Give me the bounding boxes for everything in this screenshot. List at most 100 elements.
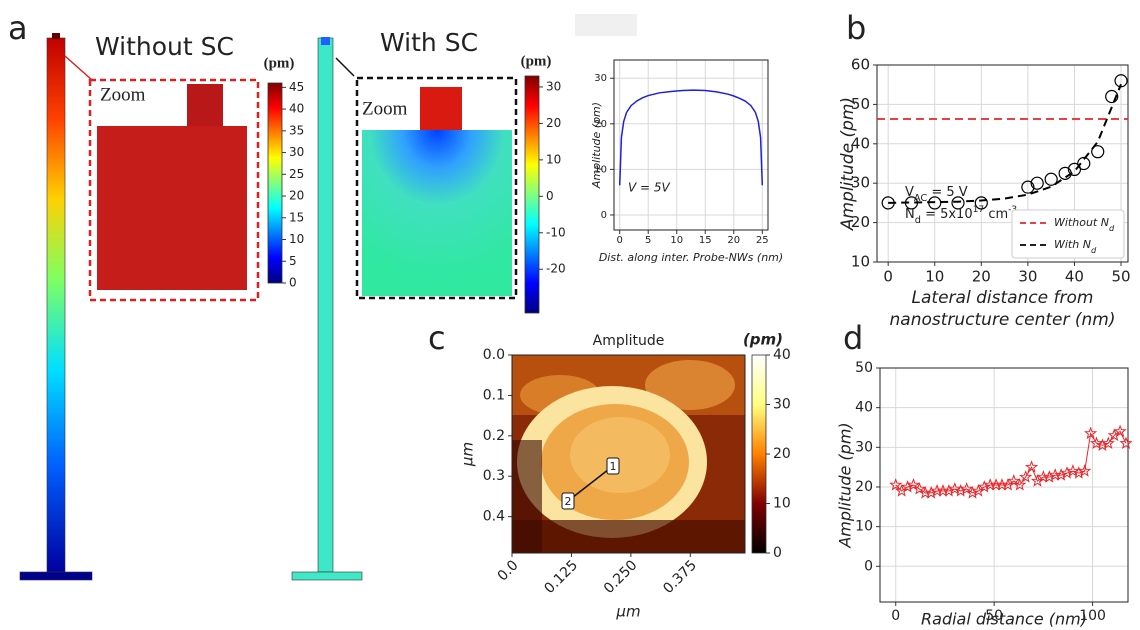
text-part: With N	[1054, 238, 1091, 251]
y-tick-label: 0.4	[483, 509, 505, 525]
nanowire	[46, 37, 66, 573]
x-tick-label: 0.125	[541, 557, 581, 597]
plot-frame	[511, 354, 746, 554]
y-tick-label: 20	[855, 479, 873, 495]
placeholder-box	[575, 14, 637, 36]
star-marker	[889, 478, 903, 491]
x-tick-label: 40	[1065, 268, 1084, 286]
legend-label: Without Nd	[1054, 216, 1115, 233]
plot-frame	[876, 64, 1129, 263]
y-tick-label: 50	[851, 95, 870, 113]
colorbar	[751, 354, 767, 554]
y-tick-label: 0	[864, 558, 873, 574]
y-tick-label: 50	[855, 360, 873, 376]
zoom-label: Zoom	[100, 84, 146, 105]
zoom-probe	[420, 87, 462, 130]
zoom-probe	[187, 84, 223, 126]
data-point	[881, 196, 895, 210]
zoom-label: Zoom	[362, 98, 408, 119]
colorbar-tick-label: 10	[546, 152, 561, 166]
y-tick-label: 30	[594, 73, 607, 84]
data-point	[1067, 162, 1082, 177]
x-tick-label: 10	[670, 235, 683, 246]
x-tick-label: 30	[1018, 268, 1037, 286]
annotation: Nd = 5x1017 cm-3	[905, 205, 1017, 226]
zoom-box	[88, 78, 260, 302]
zoom-field	[97, 126, 247, 290]
y-tick-label: 30	[851, 174, 870, 192]
y-tick-label: 0.2	[483, 428, 505, 444]
data-point	[1021, 180, 1035, 194]
x-tick-label: 25	[756, 235, 769, 246]
text-part: N	[905, 207, 915, 222]
star-marker	[1113, 424, 1127, 438]
data-point	[1105, 89, 1119, 104]
star-marker	[1078, 464, 1092, 477]
annotation-box	[606, 457, 620, 475]
panel-label: b	[846, 9, 866, 47]
x-tick-label: 0.250	[601, 557, 641, 597]
star-marker	[1119, 436, 1133, 449]
data-point	[974, 196, 988, 210]
colorbar-tick-label: 25	[289, 167, 304, 181]
panel-label: c	[428, 319, 446, 357]
x-tick-label: 10	[925, 268, 944, 286]
y-axis-label: Amplitude (pm)	[838, 97, 858, 231]
data-point	[1091, 145, 1105, 159]
path-line	[567, 465, 614, 502]
star-marker	[954, 483, 968, 497]
star-marker	[1013, 478, 1027, 491]
data-point	[1114, 74, 1128, 88]
y-tick-label: 0.1	[483, 387, 505, 403]
star-marker	[960, 482, 974, 495]
subscript: AC	[914, 193, 927, 204]
colorbar-label: (pm)	[264, 55, 295, 71]
annotation: 1	[610, 460, 617, 473]
star-marker	[1084, 426, 1098, 440]
colorbar-label: (pm)	[521, 53, 552, 69]
subscript: d	[1091, 245, 1097, 255]
substrate	[19, 571, 93, 581]
colorbar	[524, 75, 540, 314]
substrate	[291, 571, 363, 581]
text-part: = 5 V	[927, 185, 968, 200]
star-marker	[1066, 464, 1080, 477]
superscript: 17	[973, 205, 985, 215]
data-point	[1058, 166, 1072, 180]
legend	[1011, 209, 1125, 259]
x-axis-label: Lateral distance from	[912, 288, 1094, 308]
chart-title: Amplitude	[593, 333, 665, 349]
star-marker	[948, 482, 962, 495]
x-axis-label: μm	[615, 603, 640, 621]
data-point	[904, 196, 919, 210]
annotation: V = 5V	[628, 181, 671, 195]
colorbar-tick-label: -10	[546, 225, 566, 239]
star-marker	[895, 483, 909, 497]
data-point	[928, 196, 942, 210]
y-tick-label: 40	[855, 400, 873, 416]
data-line	[618, 89, 764, 186]
x-tick-label: 20	[972, 268, 991, 286]
colorbar-tick-label: 10	[773, 496, 791, 512]
text-part: = 5x10	[921, 207, 973, 222]
colorbar-tick-label: 20	[773, 446, 791, 462]
panel-label: d	[843, 319, 863, 357]
colorbar-tick-label: 0	[289, 276, 297, 290]
colorbar-tick-label: 0	[773, 545, 782, 561]
colorbar-tick-label: 45	[289, 80, 304, 94]
star-marker	[1095, 438, 1109, 451]
zoom-field	[362, 130, 512, 296]
legend-label: With Nd	[1054, 238, 1097, 255]
y-axis-label: Amplitude (pm)	[836, 422, 855, 548]
star-marker	[1089, 436, 1104, 449]
text-part: Without N	[1054, 216, 1109, 229]
star-marker	[1019, 470, 1033, 483]
colorbar-tick-label: 20	[546, 116, 561, 130]
x-tick-label: 5	[645, 235, 651, 246]
colorbar-tick-label: 5	[289, 254, 297, 268]
panel-label: a	[8, 9, 28, 47]
y-axis-label: Amplitude (pm)	[590, 102, 603, 189]
x-tick-label: 20	[727, 235, 740, 246]
y-tick-label: 60	[851, 56, 870, 74]
